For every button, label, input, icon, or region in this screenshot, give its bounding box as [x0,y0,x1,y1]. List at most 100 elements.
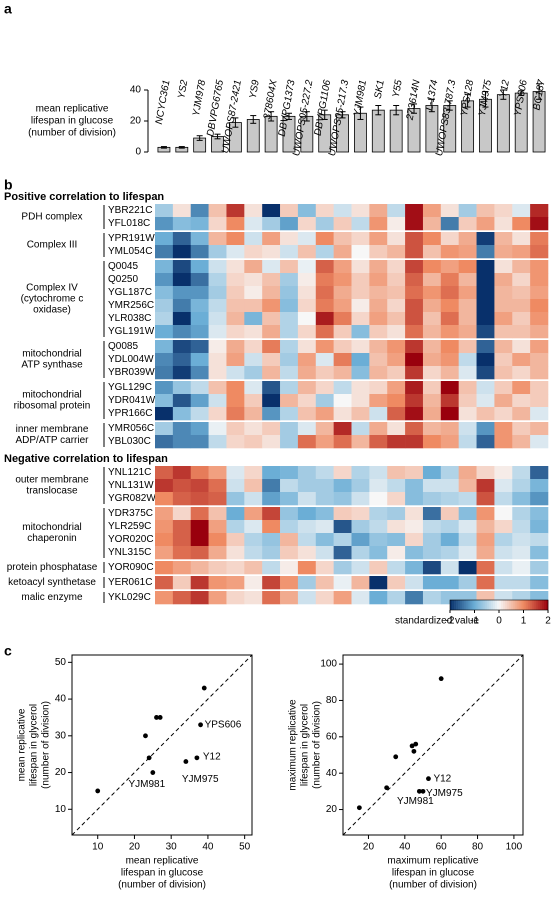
gene-label: YLR038C [108,313,151,324]
heat-cell [369,533,388,547]
heat-cell [172,340,192,354]
heat-cell [297,479,317,493]
heat-cell [262,394,281,408]
heat-cell [333,533,352,547]
heat-cell [458,232,477,246]
y-axis-label: lifespan in glycerol [300,704,311,786]
identity-line [71,654,253,836]
heat-cell [405,479,424,493]
heat-cell [226,340,245,354]
heat-cell [494,366,513,380]
heat-cell [208,286,227,300]
heat-cell [208,507,227,521]
heat-cell [351,325,370,339]
x-axis-label: lifespan in glucose [121,868,204,879]
heat-cell [476,232,495,246]
point [146,755,152,761]
colorbar-segment [456,600,459,610]
heat-cell [530,299,549,313]
heat-cell [172,204,192,218]
heat-cell [315,394,334,408]
heat-cell [351,286,370,300]
heat-cell [476,299,495,313]
heat-cell [226,204,245,218]
group-label: ribosomal protein [14,401,91,412]
heat-cell [369,340,388,354]
heat-cell [369,591,388,605]
colorbar-segment [503,600,506,610]
heat-cell [458,435,477,449]
heat-cell [440,407,459,421]
heat-cell [190,273,209,287]
heat-cell [333,232,352,246]
heat-cell [494,435,513,449]
heat-cell [422,204,442,218]
heat-cell [315,407,334,421]
heat-cell [280,546,299,560]
category-label: YJM978 [191,79,208,117]
heat-cell [190,591,209,605]
group-label: protein phosphatase [7,562,98,573]
heat-cell [512,325,531,339]
heat-cell [458,353,477,367]
heat-cell [440,273,459,287]
heat-cell [315,312,334,326]
heat-cell [262,507,281,521]
heat-cell [155,340,174,354]
heat-cell [476,273,495,287]
heat-cell [422,546,442,560]
bar [389,109,403,153]
heat-cell [422,435,442,449]
heat-cell [405,366,424,380]
heat-cell [440,381,459,395]
heat-cell [190,435,209,449]
section-title: Negative correlation to lifespan [4,453,168,465]
heat-cell [530,492,549,506]
heat-cell [351,407,370,421]
heat-cell [172,492,192,506]
heat-cell [405,325,424,339]
heat-cell [172,217,192,231]
heat-cell [476,576,495,590]
heat-cell [476,394,495,408]
heat-cell [315,591,334,605]
heat-cell [280,286,299,300]
heat-cell [315,520,334,534]
heat-cell [494,381,513,395]
heat-cell [405,381,424,395]
colorbar-segment [537,600,541,610]
group-label: PDH complex [21,212,82,223]
heat-cell [512,286,531,300]
heat-cell [315,492,334,506]
heat-cell [315,381,334,395]
heat-cell [333,561,352,575]
heat-cell [476,492,495,506]
heat-cell [422,381,442,395]
heat-cell [315,435,334,449]
heat-cell [262,479,281,493]
heat-cell [458,561,477,575]
heat-cell [476,286,495,300]
heat-cell [244,312,263,326]
point [356,805,362,811]
heat-cell [244,325,263,339]
heat-cell [315,479,334,493]
colorbar-segment [496,600,500,610]
heat-cell [155,492,174,506]
heat-cell [387,217,406,231]
heat-cell [530,286,549,300]
heat-cell [351,245,370,259]
heat-cell [422,576,442,590]
heat-cell [369,466,388,480]
heat-cell [208,232,227,246]
gene-label: Q0250 [108,274,138,285]
heat-cell [405,340,424,354]
heat-cell [262,561,281,575]
heat-cell [512,260,531,274]
heat-cell [440,520,459,534]
heat-cell [405,312,424,326]
heat-cell [315,325,334,339]
heat-cell [512,561,531,575]
heat-cell [458,466,477,480]
